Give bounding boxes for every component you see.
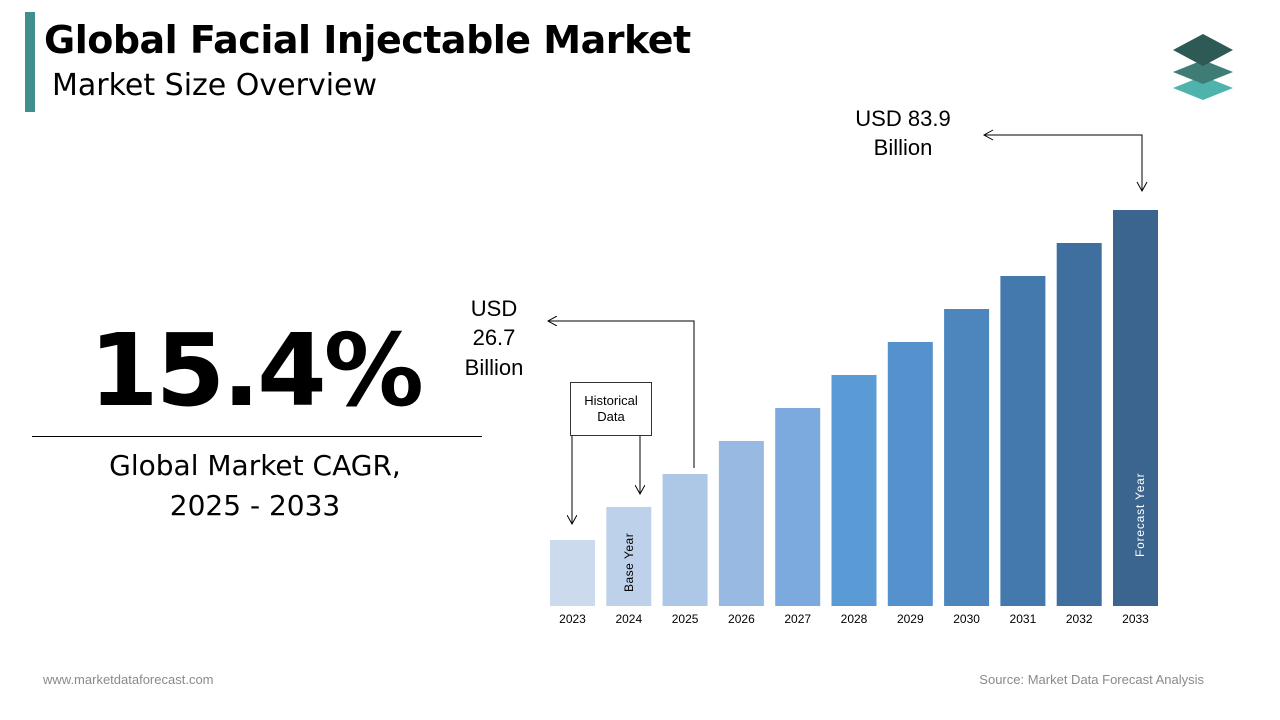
base-year-label: Base Year [622,533,636,592]
bar-2026 [718,441,764,606]
x-tick-2025: 2025 [672,612,699,626]
start-value-line3: Billion [465,355,524,380]
x-tick-2027: 2027 [784,612,811,626]
historical-line1: Historical [584,393,638,408]
cagr-value: 15.4% [89,312,424,429]
x-tick-2028: 2028 [841,612,868,626]
source-note: Source: Market Data Forecast Analysis [979,672,1204,687]
website-link[interactable]: www.marketdataforecast.com [43,672,214,687]
bar-2030 [944,309,990,606]
start-value-line1: USD [471,296,517,321]
bar-2029 [887,342,933,606]
end-value-arrow-head-bottom [1136,181,1148,193]
bar-2023 [550,540,595,606]
x-tick-2024: 2024 [615,612,642,626]
x-tick-2030: 2030 [953,612,980,626]
page-title: Global Facial Injectable Market [44,18,691,62]
cagr-label: Global Market CAGR, 2025 - 2033 [30,446,480,526]
x-tick-2033: 2033 [1122,612,1149,626]
x-tick-2023: 2023 [559,612,586,626]
bar-2031 [1000,276,1046,606]
historical-line2: Data [597,409,625,424]
divider-line [32,436,482,437]
bar-2025 [662,474,708,606]
start-value-arrow [548,321,695,468]
bar-2033 [1113,210,1158,606]
end-value-line2: Billion [874,135,933,160]
x-tick-2032: 2032 [1066,612,1093,626]
historical-data-box: Historical Data [570,382,652,436]
end-value-arrow [984,134,1143,190]
start-value-line2: 26.7 [473,325,516,350]
forecast-year-label: Forecast Year [1133,473,1147,557]
page-subtitle: Market Size Overview [52,68,378,103]
end-value-arrow-head-top [982,129,994,141]
stacked-layers-icon [1173,34,1233,100]
bar-2024 [606,507,652,606]
bar-2027 [775,408,821,606]
cagr-label-line2: 2025 - 2033 [169,489,341,522]
x-tick-2031: 2031 [1010,612,1037,626]
bar-2028 [831,375,877,606]
cagr-label-line1: Global Market CAGR, [109,449,401,482]
x-tick-2026: 2026 [728,612,755,626]
title-accent-bar [25,12,35,112]
bar-2032 [1056,243,1102,606]
end-value-line1: USD 83.9 [855,106,950,131]
x-tick-2029: 2029 [897,612,924,626]
